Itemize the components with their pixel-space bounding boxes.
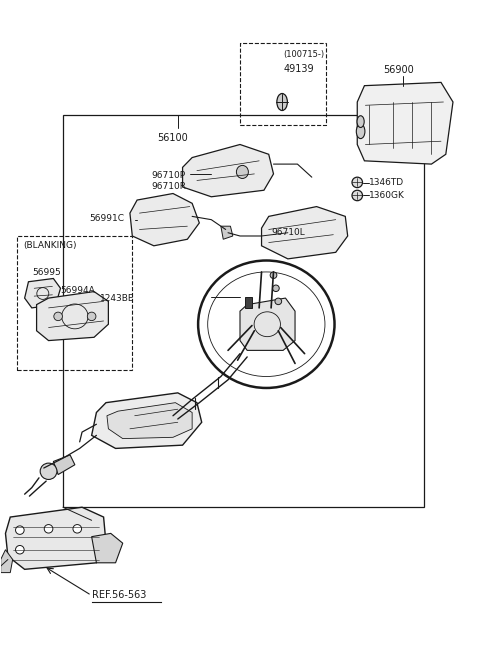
Ellipse shape: [237, 166, 248, 178]
Polygon shape: [5, 507, 106, 569]
Text: 1360GK: 1360GK: [369, 191, 405, 200]
Ellipse shape: [352, 177, 362, 187]
Text: (100715-): (100715-): [283, 50, 324, 59]
Text: 56900: 56900: [384, 65, 414, 75]
Ellipse shape: [275, 298, 282, 305]
Ellipse shape: [87, 312, 96, 321]
Polygon shape: [36, 291, 108, 341]
Text: 96710R: 96710R: [152, 183, 186, 191]
Ellipse shape: [15, 546, 24, 554]
Text: 56991C: 56991C: [89, 214, 124, 223]
Text: 96710L: 96710L: [271, 228, 305, 237]
Text: 1243BE: 1243BE: [100, 293, 135, 303]
Polygon shape: [357, 83, 453, 164]
Polygon shape: [0, 550, 12, 572]
Ellipse shape: [15, 526, 24, 534]
Ellipse shape: [357, 116, 364, 128]
Text: 56994A: 56994A: [60, 286, 95, 295]
Ellipse shape: [251, 310, 282, 339]
Ellipse shape: [257, 315, 276, 333]
Polygon shape: [107, 403, 192, 439]
Polygon shape: [182, 145, 274, 196]
Bar: [17, 236, 132, 370]
Text: 96710P: 96710P: [152, 172, 186, 180]
Ellipse shape: [54, 312, 62, 321]
Bar: [240, 43, 326, 125]
Polygon shape: [53, 455, 75, 475]
Bar: [245, 297, 252, 308]
Polygon shape: [130, 193, 199, 246]
Text: 56995: 56995: [32, 268, 60, 277]
Ellipse shape: [270, 272, 277, 278]
Bar: [63, 115, 424, 507]
Ellipse shape: [352, 190, 362, 200]
Text: 56100: 56100: [157, 133, 188, 143]
Ellipse shape: [277, 94, 288, 111]
Ellipse shape: [273, 285, 279, 291]
Ellipse shape: [40, 463, 57, 479]
Text: (BLANKING): (BLANKING): [24, 241, 77, 250]
Text: 1346TD: 1346TD: [369, 178, 404, 187]
Polygon shape: [240, 298, 295, 350]
Polygon shape: [24, 278, 60, 308]
Ellipse shape: [73, 525, 82, 533]
Polygon shape: [262, 206, 348, 259]
Text: 49139: 49139: [283, 64, 314, 74]
Polygon shape: [221, 226, 233, 239]
Ellipse shape: [356, 124, 365, 139]
Text: REF.56-563: REF.56-563: [92, 590, 146, 601]
Polygon shape: [92, 533, 123, 563]
Polygon shape: [92, 393, 202, 449]
Ellipse shape: [44, 525, 53, 533]
